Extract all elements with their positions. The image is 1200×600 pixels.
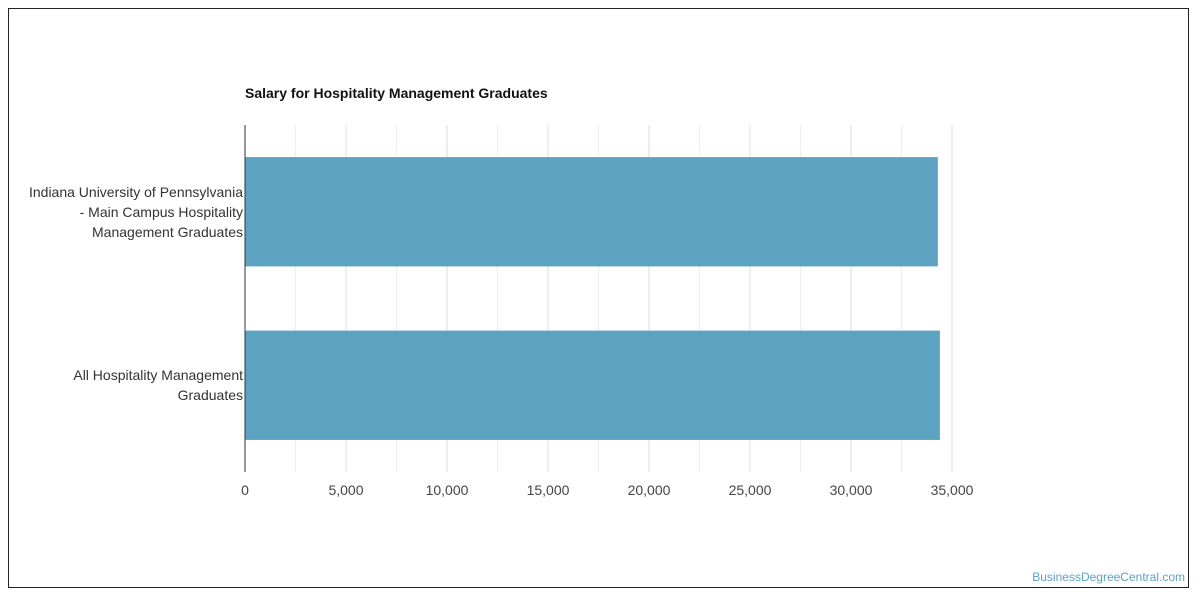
watermark: BusinessDegreeCentral.com bbox=[1032, 570, 1185, 584]
category-label-line: - Main Campus Hospitality bbox=[79, 203, 243, 220]
bar bbox=[245, 330, 940, 440]
x-tick-label: 5,000 bbox=[328, 482, 363, 498]
category-label-line: Management Graduates bbox=[92, 223, 243, 240]
x-tick-label: 10,000 bbox=[426, 482, 469, 498]
chart-title: Salary for Hospitality Management Gradua… bbox=[245, 85, 548, 101]
x-tick-label: 15,000 bbox=[527, 482, 570, 498]
bar bbox=[245, 157, 938, 267]
category-label: All Hospitality Management Graduates bbox=[3, 365, 243, 405]
x-tick-label: 0 bbox=[241, 482, 249, 498]
x-tick-label: 20,000 bbox=[628, 482, 671, 498]
chart-frame bbox=[8, 8, 1189, 588]
category-label: Indiana University of Pennsylvania - Main… bbox=[3, 182, 243, 242]
category-label-line: All Hospitality Management bbox=[73, 367, 243, 384]
category-label-line: Graduates bbox=[177, 387, 243, 404]
x-tick-label: 30,000 bbox=[830, 482, 873, 498]
x-tick-label: 25,000 bbox=[729, 482, 772, 498]
x-tick-label: 35,000 bbox=[931, 482, 974, 498]
category-label-line: Indiana University of Pennsylvania bbox=[28, 183, 243, 200]
